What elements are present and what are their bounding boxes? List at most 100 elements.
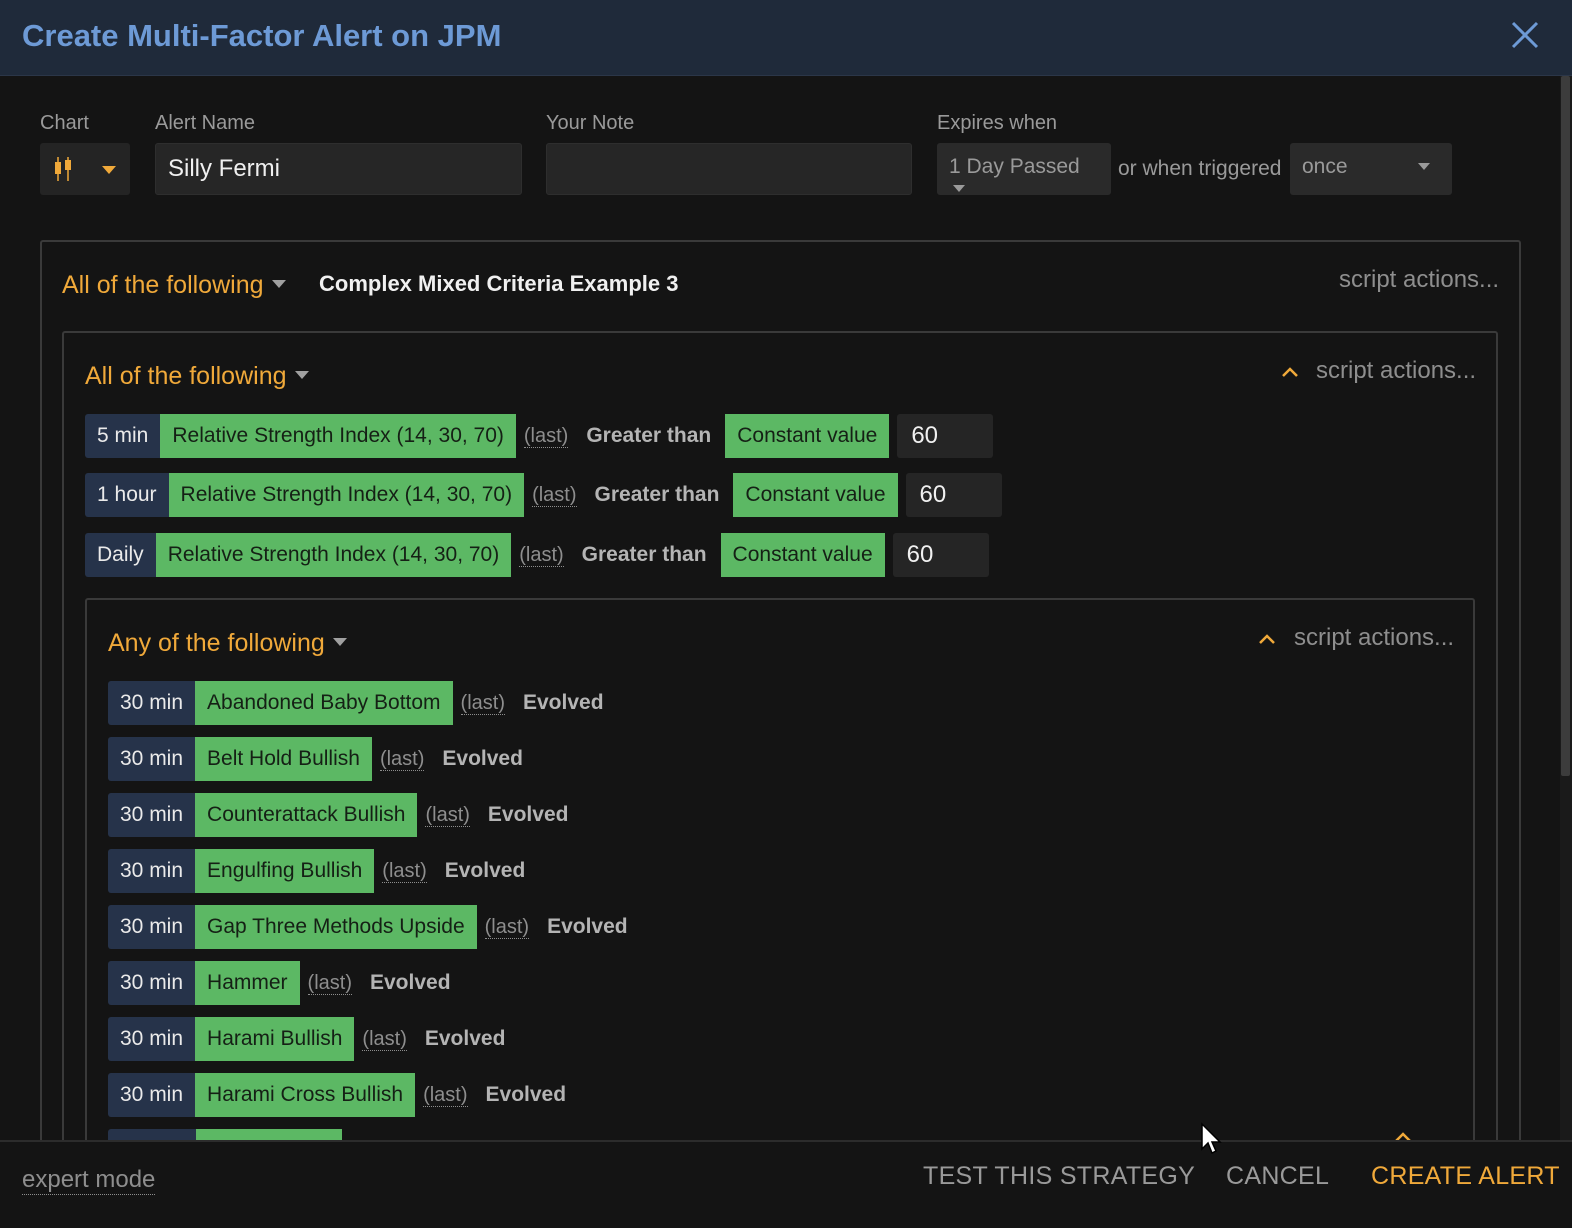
pattern-chip[interactable]: Harami Cross Bullish [195, 1073, 416, 1117]
expires-label: Expires when [937, 112, 1058, 134]
status-label[interactable]: Evolved [370, 971, 451, 994]
outer-script-actions[interactable]: script actions... [1339, 266, 1500, 293]
chart-label: Chart [40, 112, 89, 134]
indicator-chip[interactable]: Relative Strength Index (14, 30, 70) [168, 473, 525, 517]
value-type-chip[interactable]: Constant value [725, 414, 890, 458]
expert-mode-link[interactable]: expert mode [22, 1166, 156, 1195]
timeframe-chip[interactable]: 30 min [108, 1017, 196, 1061]
timeframe-chip[interactable]: Daily [85, 533, 156, 577]
outer-group-mode-label: All of the following [62, 271, 264, 299]
mouse-cursor-icon [1201, 1122, 1222, 1155]
modifier-link[interactable]: (last) [484, 915, 530, 939]
trigger-dropdown[interactable]: once [1290, 143, 1452, 195]
any-group-mode-label: Any of the following [108, 629, 325, 657]
dialog-title: Create Multi-Factor Alert on JPM [22, 18, 502, 53]
caret-down-icon [294, 371, 309, 380]
indicator-chip[interactable]: Relative Strength Index (14, 30, 70) [155, 533, 512, 577]
status-label[interactable]: Evolved [444, 859, 526, 882]
or-triggered-text: or when triggered [1118, 157, 1282, 180]
modifier-link[interactable]: (last) [519, 543, 564, 567]
pattern-chip[interactable]: Belt Hold Bullish [195, 737, 372, 781]
pattern-row: 30 min Counterattack Bullish (last) Evol… [108, 793, 568, 837]
caret-down-icon [102, 166, 116, 174]
pattern-row: 30 min Abandoned Baby Bottom (last) Evol… [108, 681, 604, 725]
pattern-row: 30 min Engulfing Bullish (last) Evolved [108, 849, 525, 893]
status-label[interactable]: Evolved [485, 1083, 567, 1106]
pattern-chip[interactable]: Abandoned Baby Bottom [195, 681, 453, 725]
timeframe-chip[interactable]: 30 min [108, 793, 196, 837]
pattern-chip[interactable]: Gap Three Methods Upside [195, 905, 477, 949]
candlestick-icon [55, 157, 71, 181]
modifier-link[interactable]: (last) [425, 803, 470, 827]
pattern-chip[interactable]: Engulfing Bullish [195, 849, 375, 893]
alert-name-input[interactable] [155, 143, 522, 195]
any-group-mode-select[interactable]: Any of the following [108, 629, 347, 658]
strategy-name: Complex Mixed Criteria Example 3 [319, 271, 679, 296]
chevron-up-icon[interactable] [1257, 632, 1277, 646]
pattern-row: 30 min Hammer (last) Evolved [108, 961, 451, 1005]
scrollbar-thumb[interactable] [1561, 76, 1570, 776]
chevron-up-icon[interactable] [1394, 1132, 1422, 1142]
timeframe-chip[interactable]: 30 min [108, 737, 196, 781]
modifier-link[interactable]: (last) [307, 971, 352, 995]
condition-row: 5 min Relative Strength Index (14, 30, 7… [85, 414, 994, 458]
caret-down-icon [953, 184, 965, 192]
timeframe-chip[interactable]: 1 hour [85, 473, 169, 517]
modifier-link[interactable]: (last) [362, 1027, 407, 1051]
timeframe-chip[interactable]: 30 min [108, 1073, 196, 1117]
expires-dropdown[interactable]: 1 Day Passed [937, 143, 1111, 195]
pattern-row: 30 min Belt Hold Bullish (last) Evolved [108, 737, 523, 781]
chart-type-select[interactable] [40, 143, 130, 195]
value-input[interactable] [892, 533, 989, 577]
inner-script-actions[interactable]: script actions... [1316, 357, 1477, 384]
dialog-header: Create Multi-Factor Alert on JPM [0, 0, 1572, 76]
close-icon[interactable] [1508, 18, 1542, 52]
timeframe-chip[interactable]: 5 min [85, 414, 161, 458]
trigger-value: once [1302, 155, 1348, 178]
status-label[interactable]: Evolved [487, 803, 569, 826]
value-type-chip[interactable]: Constant value [720, 533, 885, 577]
modifier-link[interactable]: (last) [523, 424, 569, 448]
pattern-chip[interactable]: Hammer [195, 961, 300, 1005]
pattern-row: 30 min Harami Bullish (last) Evolved [108, 1017, 505, 1061]
modifier-link[interactable]: (last) [379, 747, 425, 771]
outer-group-mode-select[interactable]: All of the following [62, 271, 286, 300]
condition-row: 1 hour Relative Strength Index (14, 30, … [85, 473, 1002, 517]
note-label: Your Note [546, 112, 635, 134]
create-alert-button[interactable]: CREATE ALERT [1371, 1162, 1560, 1190]
caret-down-icon [1418, 163, 1430, 170]
test-strategy-button[interactable]: TEST THIS STRATEGY [923, 1162, 1196, 1190]
operator-label[interactable]: Greater than [586, 424, 712, 447]
value-type-chip[interactable]: Constant value [733, 473, 898, 517]
modifier-link[interactable]: (last) [382, 859, 427, 883]
timeframe-chip[interactable]: 30 min [108, 681, 196, 725]
timeframe-chip[interactable]: 30 min [108, 961, 196, 1005]
indicator-chip[interactable]: Relative Strength Index (14, 30, 70) [160, 414, 516, 458]
modifier-link[interactable]: (last) [423, 1083, 468, 1107]
expires-value: 1 Day Passed [949, 155, 1080, 178]
pattern-row: 30 min Harami Cross Bullish (last) Evolv… [108, 1073, 566, 1117]
status-label[interactable]: Evolved [442, 747, 523, 770]
pattern-chip[interactable]: Harami Bullish [195, 1017, 355, 1061]
pattern-chip[interactable]: Counterattack Bullish [195, 793, 418, 837]
note-input[interactable] [546, 143, 912, 195]
modifier-link[interactable]: (last) [532, 483, 577, 507]
operator-label[interactable]: Greater than [594, 483, 720, 506]
status-label[interactable]: Evolved [424, 1027, 506, 1050]
timeframe-chip[interactable]: 30 min [108, 905, 196, 949]
cancel-button[interactable]: CANCEL [1226, 1162, 1330, 1190]
timeframe-chip[interactable]: 30 min [108, 849, 196, 893]
chevron-up-icon[interactable] [1280, 365, 1300, 379]
inner-group-mode-select[interactable]: All of the following [85, 362, 309, 391]
alert-name-label: Alert Name [155, 112, 256, 134]
operator-label[interactable]: Greater than [581, 543, 707, 566]
modifier-link[interactable]: (last) [460, 691, 505, 715]
caret-down-icon [271, 280, 286, 289]
value-input[interactable] [897, 414, 994, 458]
status-label[interactable]: Evolved [547, 915, 628, 938]
value-input[interactable] [905, 473, 1002, 517]
any-script-actions[interactable]: script actions... [1294, 624, 1455, 651]
pattern-row: 30 min Gap Three Methods Upside (last) E… [108, 905, 628, 949]
status-label[interactable]: Evolved [523, 691, 604, 714]
